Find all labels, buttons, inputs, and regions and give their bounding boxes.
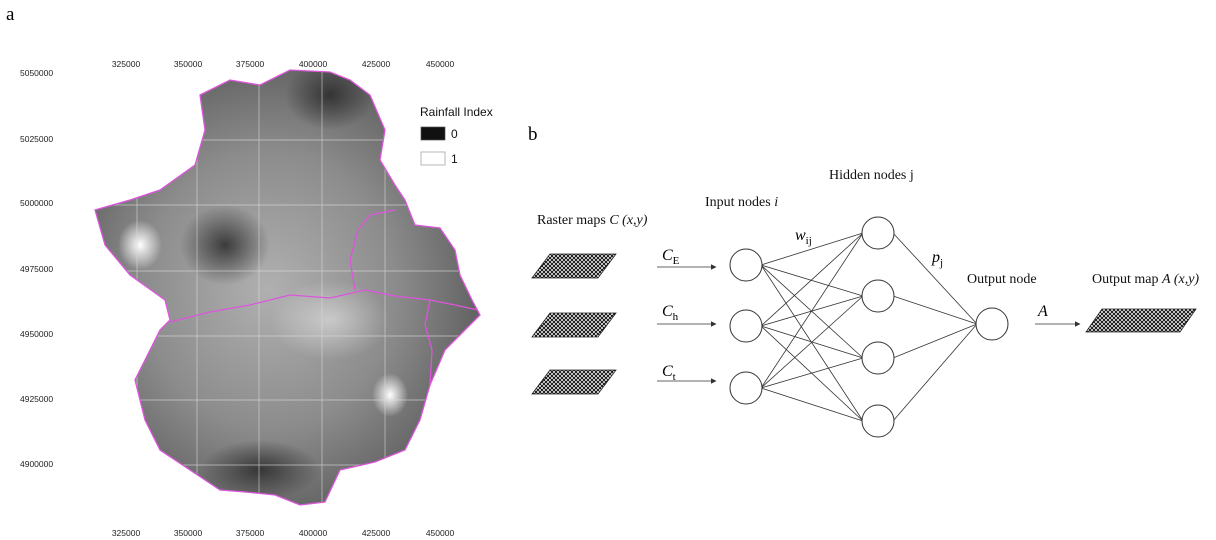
network-nodes xyxy=(729,216,1009,438)
conn-hidden-0-output xyxy=(892,232,978,325)
output-map xyxy=(1085,308,1197,333)
x-tick-bottom-0: 325000 xyxy=(112,528,141,538)
dark-area-west xyxy=(180,205,270,285)
x-tick-top-5: 450000 xyxy=(426,59,455,69)
hidden-node-3 xyxy=(861,404,895,438)
conn-input-2-hidden-3 xyxy=(760,387,864,422)
hidden-node-2 xyxy=(861,341,895,375)
panel-b: b Raster maps C (x,y) Input nodes i Hidd… xyxy=(528,124,1199,438)
conn-hidden-1-output xyxy=(892,295,978,325)
conn-input-2-hidden-1 xyxy=(760,295,864,389)
x-tick-top-1: 350000 xyxy=(174,59,203,69)
input-node-2 xyxy=(729,371,763,405)
raster-map-e xyxy=(531,253,617,279)
y-tick-6: 4900000 xyxy=(20,459,53,469)
inner-boundary-southeast xyxy=(424,299,433,386)
conn-input-1-hidden-0 xyxy=(760,232,864,327)
conn-input-1-hidden-3 xyxy=(760,325,864,422)
input-symbol-t: Ct xyxy=(662,363,676,383)
dark-area-south xyxy=(200,440,320,500)
legend-title: Rainfall Index xyxy=(420,105,493,119)
y-tick-1: 5025000 xyxy=(20,134,53,144)
conn-input-0-hidden-3 xyxy=(760,264,864,422)
legend-label-0: 0 xyxy=(451,127,458,141)
panel-a-label: a xyxy=(6,4,15,25)
raster-map-h xyxy=(531,312,617,338)
inner-boundary-horizontal xyxy=(169,289,479,323)
conn-input-2-hidden-0 xyxy=(760,232,864,389)
raster-maps-label: Raster maps C (x,y) xyxy=(537,213,648,228)
bright-spot-west xyxy=(118,220,162,270)
conn-input-0-hidden-2 xyxy=(760,264,864,359)
y-axis-left: 5050000 5025000 5000000 4975000 4950000 49250… xyxy=(20,68,53,469)
y-tick-3: 4975000 xyxy=(20,264,53,274)
bright-spot-southeast xyxy=(372,373,408,417)
output-node-label: Output node xyxy=(967,272,1037,287)
input-symbol-e: CE xyxy=(662,247,680,267)
output-map-label: Output map A (x,y) xyxy=(1092,272,1199,287)
conn-hidden-2-output xyxy=(892,323,978,359)
light-area-center xyxy=(270,280,390,360)
y-tick-0: 5050000 xyxy=(20,68,53,78)
weight-label: wij xyxy=(795,227,812,247)
x-tick-bottom-3: 400000 xyxy=(299,528,328,538)
conn-input-2-hidden-2 xyxy=(760,357,864,389)
conn-input-0-hidden-0 xyxy=(760,232,864,266)
inner-boundary-vertical xyxy=(349,209,396,291)
y-tick-4: 4950000 xyxy=(20,329,53,339)
input-node-0 xyxy=(729,248,763,282)
x-axis-top: 325000 350000 375000 400000 425000 450000 xyxy=(112,59,455,69)
hidden-node-0 xyxy=(861,216,895,250)
y-tick-5: 4925000 xyxy=(20,394,53,404)
input-nodes-label: Input nodes i xyxy=(705,195,778,210)
input-symbol-h: Ch xyxy=(662,303,679,323)
y-tick-2: 5000000 xyxy=(20,198,53,208)
output-symbol: A xyxy=(1037,303,1048,320)
network-connections xyxy=(760,232,978,422)
x-tick-top-2: 375000 xyxy=(236,59,265,69)
region-boundaries xyxy=(94,69,481,506)
outer-boundary xyxy=(94,69,481,506)
hidden-node-1 xyxy=(861,279,895,313)
raster-map-t xyxy=(531,369,617,395)
x-tick-top-0: 325000 xyxy=(112,59,141,69)
conn-hidden-3-output xyxy=(892,323,978,422)
legend-swatch-0 xyxy=(420,126,446,141)
rainfall-legend: Rainfall Index 0 1 xyxy=(420,105,493,166)
legend-swatch-1 xyxy=(420,151,446,166)
input-node-1 xyxy=(729,309,763,343)
legend-label-1: 1 xyxy=(451,152,458,166)
panel-b-label: b xyxy=(528,124,538,145)
x-axis-bottom: 325000 350000 375000 400000 425000 450000 xyxy=(112,528,455,538)
panel-a: a xyxy=(6,4,493,538)
x-tick-bottom-5: 450000 xyxy=(426,528,455,538)
hidden-nodes-label: Hidden nodes j xyxy=(829,168,914,183)
x-tick-bottom-1: 350000 xyxy=(174,528,203,538)
x-tick-top-3: 400000 xyxy=(299,59,328,69)
x-tick-top-4: 425000 xyxy=(362,59,391,69)
x-tick-bottom-4: 425000 xyxy=(362,528,391,538)
conn-input-0-hidden-1 xyxy=(760,264,864,297)
hidden-output-label: pj xyxy=(931,249,943,269)
x-tick-bottom-2: 375000 xyxy=(236,528,265,538)
output-node xyxy=(975,307,1009,341)
